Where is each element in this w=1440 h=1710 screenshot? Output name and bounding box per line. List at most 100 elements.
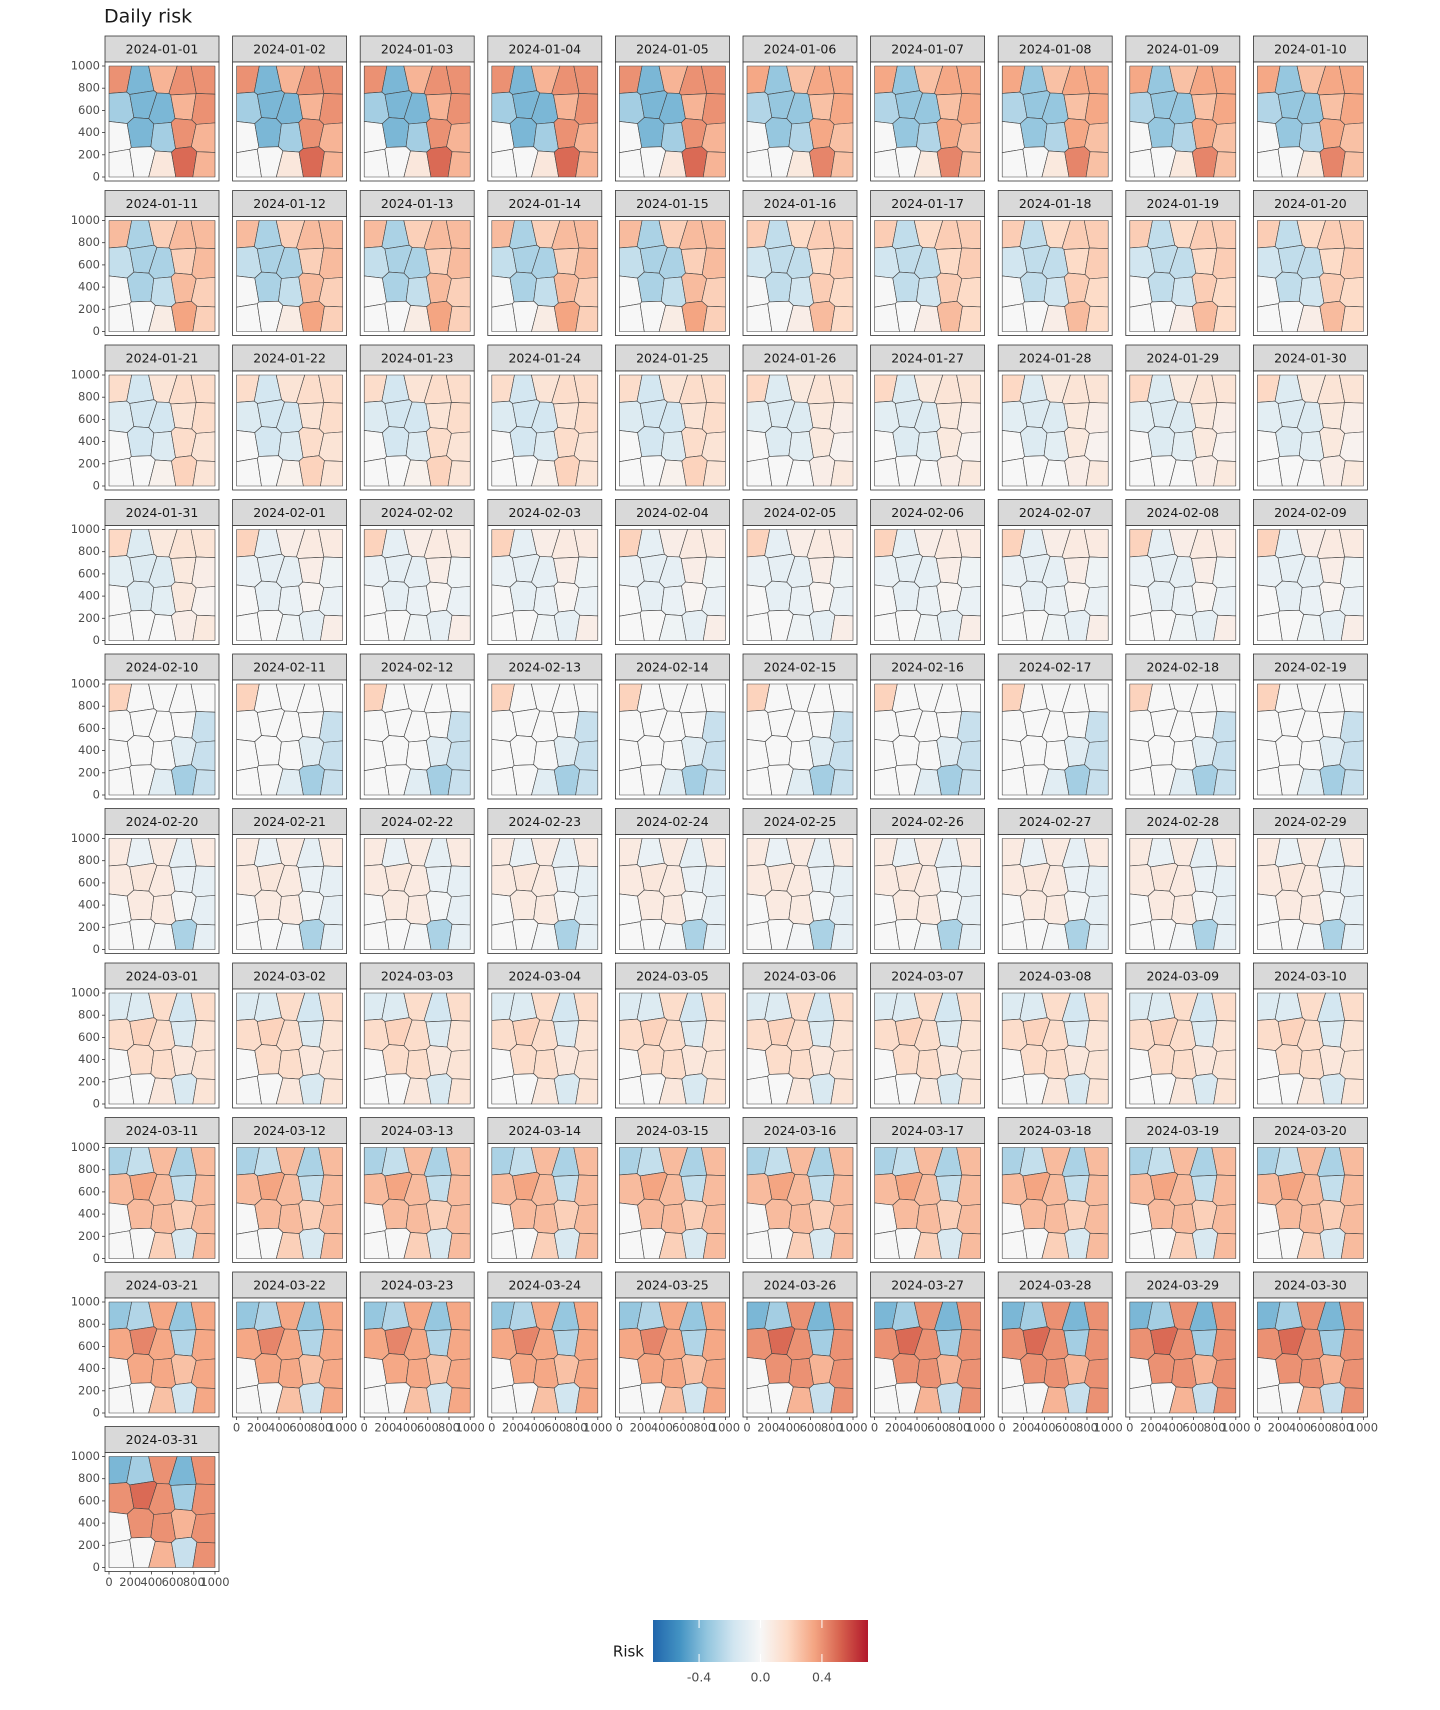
voronoi-cell bbox=[1319, 300, 1346, 332]
x-tick-label: 1000 bbox=[328, 1421, 357, 1435]
voronoi-cell bbox=[447, 614, 471, 641]
voronoi-cell bbox=[1085, 305, 1109, 332]
voronoi-cell bbox=[957, 556, 981, 589]
voronoi-cell bbox=[382, 735, 410, 766]
voronoi-cell bbox=[681, 146, 708, 178]
voronoi-cell bbox=[553, 1227, 580, 1259]
voronoi-cell bbox=[830, 1387, 854, 1414]
x-tick-label: 0 bbox=[616, 1421, 623, 1435]
strip-label: 2024-02-15 bbox=[764, 660, 837, 675]
voronoi-cell bbox=[809, 764, 836, 796]
x-tick-label: 200 bbox=[374, 1421, 396, 1435]
voronoi-cell bbox=[509, 580, 537, 612]
voronoi-cell bbox=[1191, 455, 1218, 487]
voronoi-cell bbox=[192, 1232, 216, 1259]
strip bbox=[104, 35, 220, 63]
voronoi-cell bbox=[1147, 271, 1175, 303]
facet-panel: 2024-01-12 bbox=[232, 190, 348, 336]
voronoi-cell bbox=[1340, 305, 1364, 332]
facet-panel: 2024-01-30 bbox=[1253, 344, 1368, 491]
strip-label: 2024-03-24 bbox=[508, 1278, 581, 1293]
y-tick-label: 0 bbox=[93, 942, 100, 956]
strip-label: 2024-01-28 bbox=[1019, 351, 1092, 366]
y-tick-label: 600 bbox=[78, 1493, 100, 1507]
strip bbox=[359, 35, 475, 63]
voronoi-cell bbox=[892, 889, 920, 921]
facet-panel: 2024-01-21 0 200 400 600 800 1000 bbox=[71, 344, 220, 493]
x-tick-label: 200 bbox=[630, 1421, 652, 1435]
y-tick-label: 200 bbox=[78, 456, 100, 470]
x-tick-label: 400 bbox=[1289, 1421, 1311, 1435]
facet-panel: 2024-02-27 bbox=[997, 808, 1113, 954]
voronoi-cell bbox=[1020, 735, 1048, 766]
strip-label: 2024-03-08 bbox=[1019, 969, 1092, 984]
voronoi-cell bbox=[936, 455, 963, 487]
voronoi-cell bbox=[553, 300, 580, 332]
voronoi-cell bbox=[553, 1382, 580, 1414]
voronoi-cell bbox=[575, 923, 599, 950]
facet-panel: 2024-01-20 bbox=[1253, 190, 1368, 336]
strip-label: 2024-03-04 bbox=[508, 969, 581, 984]
voronoi-cell bbox=[701, 556, 726, 589]
voronoi-cell bbox=[958, 769, 981, 796]
voronoi-cell bbox=[1275, 580, 1303, 612]
voronoi-cell bbox=[681, 300, 708, 332]
voronoi-cell bbox=[1275, 735, 1303, 766]
y-tick-label: 600 bbox=[78, 1030, 100, 1044]
voronoi-cell bbox=[553, 609, 580, 641]
strip-label: 2024-01-03 bbox=[381, 42, 454, 57]
x-tick-label: 600 bbox=[800, 1421, 822, 1435]
strip-label: 2024-03-13 bbox=[381, 1123, 454, 1138]
voronoi-cell bbox=[830, 769, 854, 796]
x-tick-label: 400 bbox=[396, 1421, 418, 1435]
voronoi-cell bbox=[1064, 1073, 1091, 1105]
voronoi-cell bbox=[1064, 1382, 1091, 1414]
strip bbox=[487, 35, 603, 63]
x-tick-label: 400 bbox=[268, 1421, 290, 1435]
facet-panel: 2024-01-11 0 200 400 600 800 1000 bbox=[71, 190, 220, 338]
voronoi-cell bbox=[764, 735, 793, 766]
y-tick-label: 800 bbox=[78, 81, 100, 95]
y-tick-label: 800 bbox=[78, 1008, 100, 1022]
strip bbox=[997, 1117, 1113, 1144]
voronoi-cell bbox=[446, 865, 471, 898]
strip-label: 2024-03-11 bbox=[126, 1123, 199, 1138]
voronoi-cell bbox=[382, 1198, 410, 1230]
voronoi-cell bbox=[1020, 1044, 1048, 1075]
y-tick-label: 600 bbox=[78, 566, 100, 580]
x-tick-label: 0 bbox=[743, 1421, 750, 1435]
voronoi-cell bbox=[702, 1078, 726, 1105]
voronoi-cell bbox=[319, 93, 343, 125]
strip bbox=[104, 344, 220, 372]
x-tick-label: 800 bbox=[183, 1575, 205, 1589]
strip bbox=[615, 344, 730, 372]
voronoi-cell bbox=[1275, 889, 1303, 921]
facet-panel: 2024-01-15 bbox=[615, 190, 730, 336]
voronoi-cell bbox=[382, 117, 410, 148]
strip bbox=[359, 962, 475, 990]
voronoi-cell bbox=[446, 1020, 471, 1052]
voronoi-cell bbox=[702, 305, 726, 332]
strip-label: 2024-02-20 bbox=[126, 814, 199, 829]
voronoi-cell bbox=[1084, 1329, 1109, 1361]
voronoi-cell bbox=[171, 455, 198, 487]
voronoi-cell bbox=[1212, 93, 1237, 125]
strip-label: 2024-02-19 bbox=[1274, 660, 1347, 675]
strip-label: 2024-03-26 bbox=[764, 1278, 837, 1293]
x-tick-label: 1000 bbox=[1221, 1421, 1250, 1435]
voronoi-cell bbox=[126, 1353, 155, 1384]
facet-panel: 2024-01-27 bbox=[870, 344, 985, 491]
y-tick-label: 1000 bbox=[71, 831, 100, 845]
voronoi-cell bbox=[958, 1078, 981, 1105]
voronoi-cell bbox=[319, 1329, 343, 1361]
voronoi-cell bbox=[958, 305, 981, 332]
strip bbox=[487, 962, 603, 990]
voronoi-cell bbox=[809, 300, 836, 332]
voronoi-cell bbox=[446, 556, 471, 589]
voronoi-cell bbox=[936, 764, 963, 796]
voronoi-cell bbox=[1084, 402, 1109, 434]
voronoi-cell bbox=[892, 1353, 920, 1384]
